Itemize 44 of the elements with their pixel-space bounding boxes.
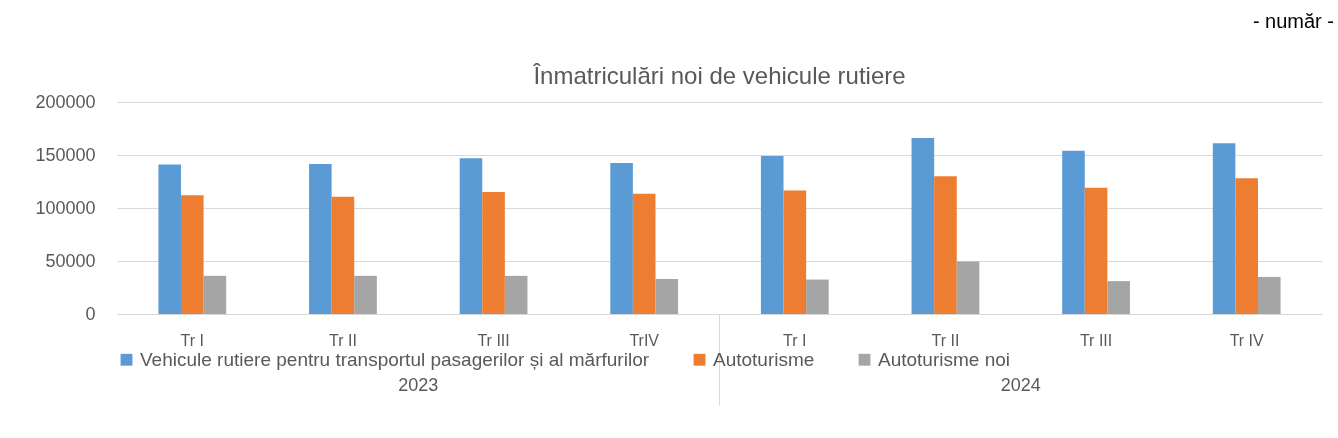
bar bbox=[504, 275, 528, 314]
bar bbox=[956, 261, 980, 314]
legend-label: Autoturisme bbox=[713, 348, 815, 370]
bar bbox=[1084, 187, 1108, 314]
bar bbox=[459, 158, 483, 314]
bar bbox=[354, 275, 377, 314]
bar bbox=[1257, 276, 1281, 314]
bar bbox=[783, 190, 807, 314]
bar bbox=[181, 195, 204, 314]
y-tick-label: 200000 bbox=[35, 91, 96, 112]
legend-label: Autoturisme noi bbox=[878, 348, 1011, 370]
x-tick-label: Tr III bbox=[477, 331, 510, 349]
text: 2024 bbox=[1000, 375, 1041, 395]
bar bbox=[632, 193, 656, 314]
bar bbox=[1235, 178, 1258, 314]
bar bbox=[1212, 143, 1236, 314]
x-tick-label: Tr II bbox=[931, 331, 960, 349]
x-tick-label: TrIV bbox=[629, 331, 660, 349]
bar bbox=[331, 196, 355, 314]
bar bbox=[1062, 150, 1085, 314]
chart-title: Înmatriculări noi de vehicule rutiere bbox=[532, 62, 906, 89]
legend-label: Vehicule rutiere pentru transportul pasagerilor și al mărfurilor bbox=[140, 348, 650, 370]
bar bbox=[610, 162, 633, 314]
bar bbox=[482, 192, 505, 314]
y-tick-label: 150000 bbox=[35, 144, 96, 165]
x-tick-label: Tr III bbox=[1079, 331, 1113, 349]
bar bbox=[934, 176, 957, 314]
bar bbox=[911, 138, 935, 314]
x-tick-label: Tr I bbox=[783, 331, 807, 349]
x-tick-label: Tr I bbox=[180, 331, 205, 349]
y-tick-label: 0 bbox=[85, 303, 96, 324]
bar bbox=[806, 279, 829, 314]
bar bbox=[655, 279, 679, 314]
x-tick-label: Tr IV bbox=[1229, 331, 1265, 349]
bar bbox=[1107, 281, 1130, 314]
x-tick-label: Tr II bbox=[329, 331, 357, 349]
y-tick-label: 100000 bbox=[35, 197, 96, 218]
text: 2023 bbox=[398, 375, 439, 395]
bar bbox=[203, 275, 227, 314]
y-tick-label: 50000 bbox=[45, 250, 96, 271]
text: - număr - bbox=[1252, 10, 1334, 33]
bar bbox=[760, 156, 784, 314]
bar bbox=[309, 164, 332, 314]
bar bbox=[158, 164, 182, 314]
